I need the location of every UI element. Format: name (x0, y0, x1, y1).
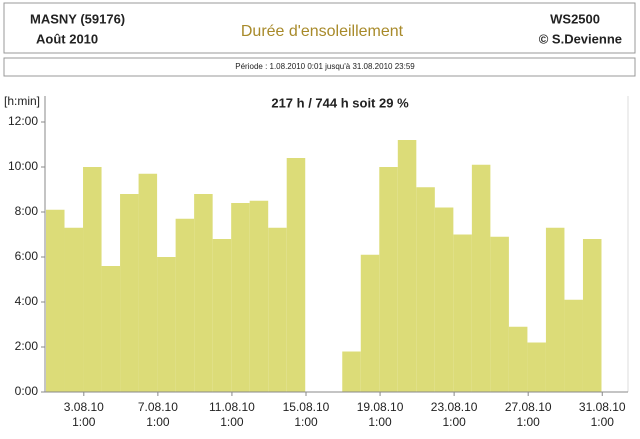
x-tick-label: 23.08.10 (431, 400, 478, 414)
bar (138, 173, 158, 392)
bar (527, 342, 546, 392)
period-box (3, 57, 636, 77)
y-axis-label: [h:min] (4, 94, 40, 108)
bar (434, 207, 454, 392)
month: Août 2010 (36, 31, 98, 46)
chart-title: Durée d'ensoleillement (241, 23, 404, 40)
bar (379, 167, 398, 392)
bar (471, 164, 491, 392)
x-tick-label: 19.08.10 (357, 400, 404, 414)
x-tick-time: 1:00 (220, 415, 244, 429)
bar (212, 239, 232, 392)
x-tick-time: 1:00 (294, 415, 318, 429)
header-box (3, 2, 636, 54)
bar (564, 299, 583, 392)
station: MASNY (59176) (30, 11, 125, 26)
bar (249, 200, 269, 392)
x-tick-time: 1:00 (517, 415, 541, 429)
y-tick-label: 4:00 (15, 294, 39, 308)
x-tick-label: 7.08.10 (138, 400, 178, 414)
y-tick-label: 10:00 (8, 159, 38, 173)
x-tick-label: 11.08.10 (209, 400, 255, 414)
bar (175, 218, 195, 392)
bar (490, 236, 509, 392)
bar (286, 158, 306, 392)
x-tick-label: 3.08.10 (64, 400, 104, 414)
bar (231, 203, 250, 392)
device: WS2500 (550, 11, 600, 26)
summary: 217 h / 744 h soit 29 % (271, 95, 409, 110)
bar (545, 227, 565, 392)
bar (120, 194, 139, 392)
bar (268, 227, 287, 392)
credit: © S.Devienne (539, 31, 622, 46)
y-tick-label: 8:00 (15, 204, 39, 218)
bar (46, 209, 65, 392)
bar (64, 227, 84, 392)
x-tick-time: 1:00 (368, 415, 392, 429)
bar (101, 266, 121, 392)
y-tick-label: 0:00 (15, 384, 39, 398)
x-tick-time: 1:00 (146, 415, 170, 429)
x-tick-label: 15.08.10 (283, 400, 330, 414)
bar (342, 351, 361, 392)
bar (397, 140, 417, 392)
bar (416, 187, 435, 392)
bar (453, 234, 472, 392)
y-tick-label: 2:00 (15, 339, 39, 353)
x-tick-label: 31.08.10 (579, 400, 626, 414)
x-tick-time: 1:00 (591, 415, 615, 429)
x-tick-time: 1:00 (442, 415, 466, 429)
bar (360, 254, 380, 392)
bar (194, 194, 213, 392)
bar (157, 257, 176, 392)
bar (582, 239, 602, 392)
period: Période : 1.08.2010 0:01 jusqu'à 31.08.2… (235, 62, 415, 71)
y-tick-label: 6:00 (15, 249, 39, 263)
bar (508, 326, 528, 392)
x-tick-time: 1:00 (72, 415, 96, 429)
x-tick-label: 27.08.10 (505, 400, 552, 414)
y-tick-label: 12:00 (8, 114, 38, 128)
bar (83, 167, 102, 392)
